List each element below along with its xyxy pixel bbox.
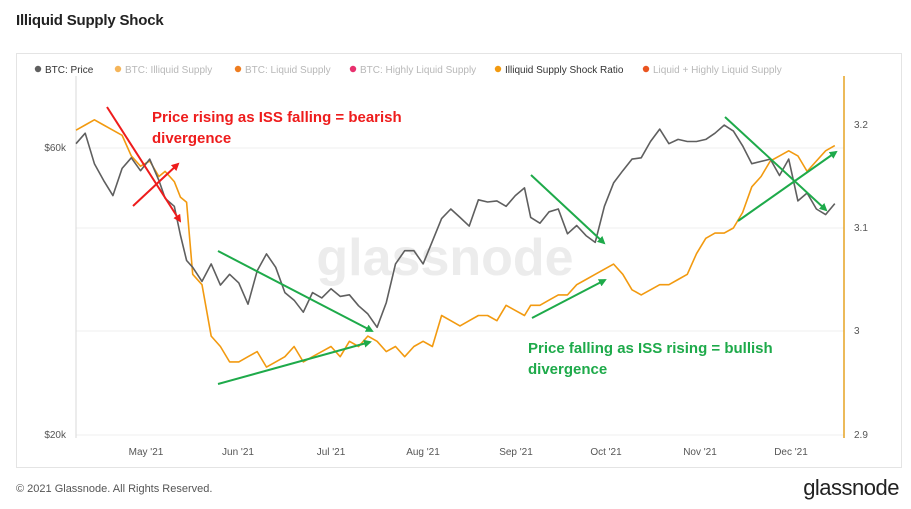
series-line-btc-price [75,124,836,329]
y-right-tick-label: 3.2 [854,120,868,131]
legend: BTC: Price BTC: Illiquid Supply BTC: Liqui… [34,65,782,76]
annotation-text: Price rising as ISS falling = bearish [152,109,402,126]
legend-entry: BTC: Illiquid Supply [125,65,212,76]
legend-swatch [234,65,242,73]
x-tick-label: Sep '21 [499,447,533,458]
legend-swatch [642,65,650,73]
annotation-text: divergence [528,361,607,378]
x-tick-label: May '21 [129,447,164,458]
legend-swatch [34,65,42,73]
y-axis-left-ticks: $20k $60k [44,143,67,441]
chart-grid [76,147,844,436]
legend-entry: Illiquid Supply Shock Ratio [505,65,624,76]
legend-swatch [494,65,502,73]
y-left-tick-label: $20k [44,430,67,441]
x-tick-label: Dec '21 [774,447,808,458]
x-tick-label: Aug '21 [406,447,440,458]
legend-swatch [114,65,122,73]
bullish-arrow-iss-nov [737,150,838,222]
legend-entry: BTC: Highly Liquid Supply [360,65,476,76]
y-axis-right-ticks: 2.9 3 3.1 3.2 [854,120,868,441]
y-right-tick-label: 3.1 [854,223,868,234]
y-left-tick-label: $60k [44,143,67,154]
annotation-text: divergence [152,130,231,147]
bullish-arrow-price-nov [724,116,828,212]
legend-entry: BTC: Price [45,65,94,76]
legend-swatch [349,65,357,73]
bearish-arrow-price [106,106,182,223]
bullish-arrow-iss-jun [217,339,372,385]
annotation-text: Price falling as ISS rising = bullish [528,340,773,357]
bullish-arrow-price-jun [217,250,374,332]
chart-frame [16,53,902,468]
legend-entry: Liquid + Highly Liquid Supply [653,65,782,76]
x-tick-label: Oct '21 [590,447,622,458]
watermark-text: glassnode [316,229,573,287]
y-right-tick-label: 3 [854,326,860,337]
chart-title: Illiquid Supply Shock [16,12,164,29]
bullish-arrow-iss-sep [531,279,607,319]
copyright-text: © 2021 Glassnode. All Rights Reserved. [16,483,213,495]
x-tick-label: Jul '21 [317,447,346,458]
bearish-arrow-iss [132,162,180,207]
y-right-tick-label: 2.9 [854,430,868,441]
series-lines [75,119,836,368]
x-tick-label: Nov '21 [683,447,717,458]
bullish-arrow-price-sep [530,174,606,245]
glassnode-logo: glassnode [803,475,899,500]
divergence-arrows [106,106,838,385]
legend-entry: BTC: Liquid Supply [245,65,331,76]
x-tick-label: Jun '21 [222,447,254,458]
annotations: Price rising as ISS falling = bearish div… [152,109,773,378]
series-line-iss-ratio [75,119,836,368]
x-axis-ticks: May '21 Jun '21 Jul '21 Aug '21 Sep '21 Oct '… [129,447,809,458]
